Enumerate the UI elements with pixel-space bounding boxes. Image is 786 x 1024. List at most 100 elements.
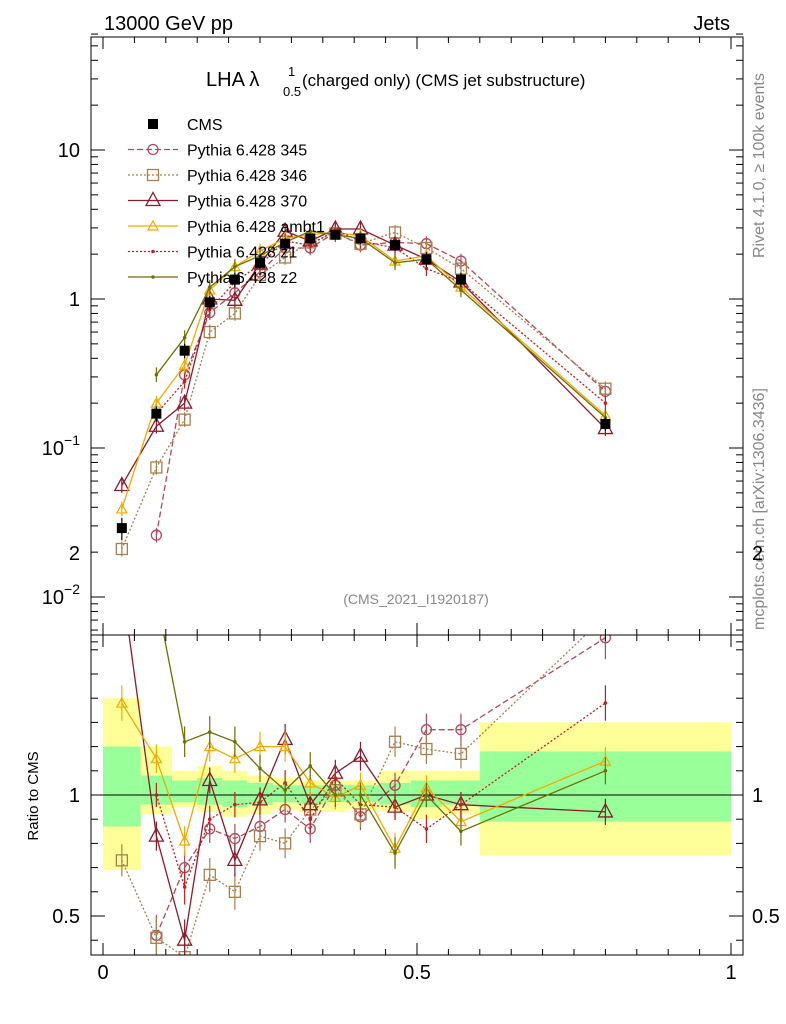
series-point-ambt1 <box>115 502 128 514</box>
series-point-z2 <box>207 285 212 290</box>
legend-marker-p370 <box>144 191 162 207</box>
ratio-y-tick-label: 0.5 <box>52 906 80 928</box>
ratio-point-p346 <box>115 854 128 867</box>
ratio-point-ambt1 <box>304 776 317 788</box>
cms-point <box>390 240 401 251</box>
ratio-point-z1 <box>207 817 212 821</box>
series-point-p346 <box>228 307 242 320</box>
series-point-ambt1 <box>178 358 191 370</box>
ratio-point-z2 <box>207 730 212 734</box>
legend-item-z1: Pythia 6.428 z1 <box>128 245 297 262</box>
ratio-point-p346 <box>600 610 611 621</box>
ratio-point-z1 <box>603 701 608 705</box>
ratio-point-p346 <box>253 829 267 843</box>
cms-point <box>116 523 127 534</box>
series-point-z2 <box>258 253 262 258</box>
ratio-plot: 0 0.5 1 0.5 0.5 1 1 2 2 <box>52 543 780 984</box>
series-point-p346 <box>115 542 128 556</box>
title-rest: (charged only) (CMS jet substructure) <box>302 71 585 90</box>
main-plot-marks <box>113 219 614 557</box>
ratio-point-z2 <box>233 739 237 744</box>
series-point-z1 <box>308 243 313 247</box>
cms-point <box>355 233 366 244</box>
title-sup: 1 <box>288 64 295 79</box>
legend-marker-p345 <box>147 143 159 156</box>
ratio-line-ambt1 <box>121 702 606 850</box>
ratio-point-p346 <box>420 742 433 756</box>
ratio-y-tick-label: 1 <box>69 785 80 807</box>
legend-marker-z2 <box>151 275 155 279</box>
legend-marker-ambt1 <box>146 219 160 231</box>
series-point-p370 <box>113 476 130 492</box>
side-label-bottom: mcplots.cern.ch [arXiv:1306.3436] <box>751 388 768 630</box>
y-tick-label: 10−1 <box>42 432 80 460</box>
ratio-point-p346 <box>278 837 292 850</box>
ratio-point-z2 <box>258 766 262 771</box>
legend-label-p370: Pythia 6.428 370 <box>187 194 307 211</box>
ratio-point-z2 <box>358 793 363 797</box>
cms-point <box>204 297 215 308</box>
series-point-p346 <box>178 413 191 426</box>
y-tick-label: 10 <box>58 140 80 162</box>
series-point-z2 <box>308 229 313 234</box>
legend: CMS Pythia 6.428 345 Pythia 6.428 346 Pythi… <box>128 117 325 287</box>
legend-item-CMS: CMS <box>148 117 223 134</box>
series-point-z2 <box>154 372 159 377</box>
legend-item-p370: Pythia 6.428 370 <box>128 191 307 211</box>
series-line-p346 <box>121 231 606 550</box>
ratio-point-p370 <box>597 802 614 818</box>
title-main: LHA λ <box>206 69 259 91</box>
legend-item-z2: Pythia 6.428 z2 <box>128 270 297 287</box>
cms-point <box>179 345 190 356</box>
ratio-point-p346 <box>150 931 163 944</box>
y-tick-base: 10 <box>42 438 64 460</box>
ratio-point-p345 <box>229 832 241 845</box>
series-line-p370 <box>121 228 606 486</box>
analysis-label: (CMS_2021_I1920187) <box>343 591 489 607</box>
series-point-z2 <box>393 260 397 265</box>
ratio-point-z1 <box>424 827 429 831</box>
side-label-top: Rivet 4.1.0, ≥ 100k events <box>751 73 768 258</box>
ratio-point-z2 <box>603 769 608 773</box>
ratio-point-p346 <box>203 868 216 882</box>
y-tick-label: 1 <box>69 289 80 311</box>
ratio-point-p370 <box>201 771 218 787</box>
cms-point <box>330 229 341 240</box>
ratio-plot-marks <box>91 610 743 955</box>
ratio-point-ambt1 <box>178 834 191 846</box>
ratio-point-ambt1 <box>203 740 216 752</box>
ratio-point-z2 <box>308 764 313 768</box>
ratio-point-ambt1 <box>253 740 267 752</box>
legend-label-p346: Pythia 6.428 346 <box>187 168 307 185</box>
ratio-point-p345 <box>389 779 401 791</box>
ratio-point-p370 <box>148 826 165 842</box>
ratio-point-p345 <box>455 724 467 736</box>
series-point-z2 <box>459 288 463 292</box>
ratio-point-z2 <box>283 788 287 792</box>
ratio-plot-frame <box>90 634 744 956</box>
series-point-p370 <box>226 290 243 306</box>
cms-point <box>229 274 240 285</box>
ratio-point-p346 <box>388 735 402 748</box>
legend-label-ambt1: Pythia 6.428 ambt1 <box>187 219 325 236</box>
ratio-y-tick-label-right: 1 <box>752 785 763 807</box>
ratio-point-z1 <box>459 802 463 807</box>
ratio-point-p370 <box>226 850 243 866</box>
ratio-point-z1 <box>393 805 397 809</box>
y-tick-base: 10 <box>42 587 64 609</box>
series-point-z2 <box>233 264 237 269</box>
ratio-point-p345 <box>599 635 612 644</box>
ratio-point-p345 <box>279 803 291 816</box>
series-point-z1 <box>603 401 608 405</box>
series-point-p370 <box>176 393 193 409</box>
cms-point <box>151 408 162 419</box>
ratio-point-p370 <box>352 746 369 762</box>
ratio-plot-axes: 0 0.5 1 0.5 0.5 1 1 2 2 <box>52 543 780 984</box>
y-tick-exp: −1 <box>64 432 80 448</box>
series-point-p345 <box>150 529 163 541</box>
ratio-point-z1 <box>233 802 237 807</box>
series-point-z1 <box>424 266 429 271</box>
